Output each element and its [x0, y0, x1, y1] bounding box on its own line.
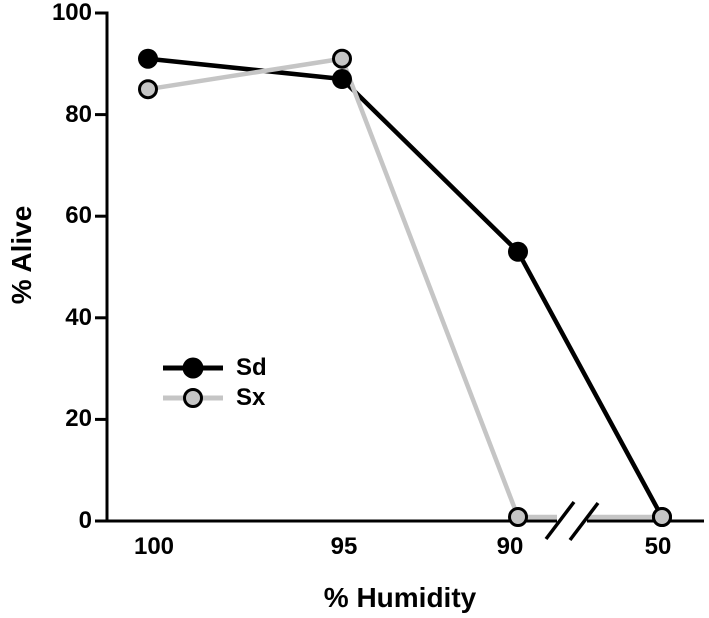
y-tick-label-20: 20	[65, 405, 92, 432]
y-axis-title: % Alive	[6, 205, 37, 305]
x-tick-label-90: 90	[496, 533, 524, 560]
x-tick-label-50: 50	[644, 533, 672, 560]
y-tick-label-100: 100	[51, 0, 92, 26]
y-tick-label-40: 40	[65, 304, 92, 331]
y-tick-label-60: 60	[65, 202, 92, 229]
series-line-sx	[147, 56, 662, 520]
legend-glyph-sd	[163, 357, 223, 379]
legend-label-sd: Sd	[236, 354, 267, 381]
legend-label-sx: Sx	[236, 384, 266, 411]
x-axis-break-marks	[544, 500, 600, 542]
series-line-sd	[147, 56, 664, 519]
y-tick-label-80: 80	[65, 101, 92, 128]
series-markers-sx	[138, 48, 672, 527]
legend-glyph-sx	[163, 388, 223, 408]
axes	[95, 11, 704, 523]
x-tick-label-100: 100	[133, 533, 175, 560]
y-tick-label-0: 0	[78, 507, 92, 534]
x-tick-label-95: 95	[330, 533, 358, 560]
series-markers-sd	[138, 48, 672, 527]
x-axis-title: % Humidity	[323, 582, 477, 613]
